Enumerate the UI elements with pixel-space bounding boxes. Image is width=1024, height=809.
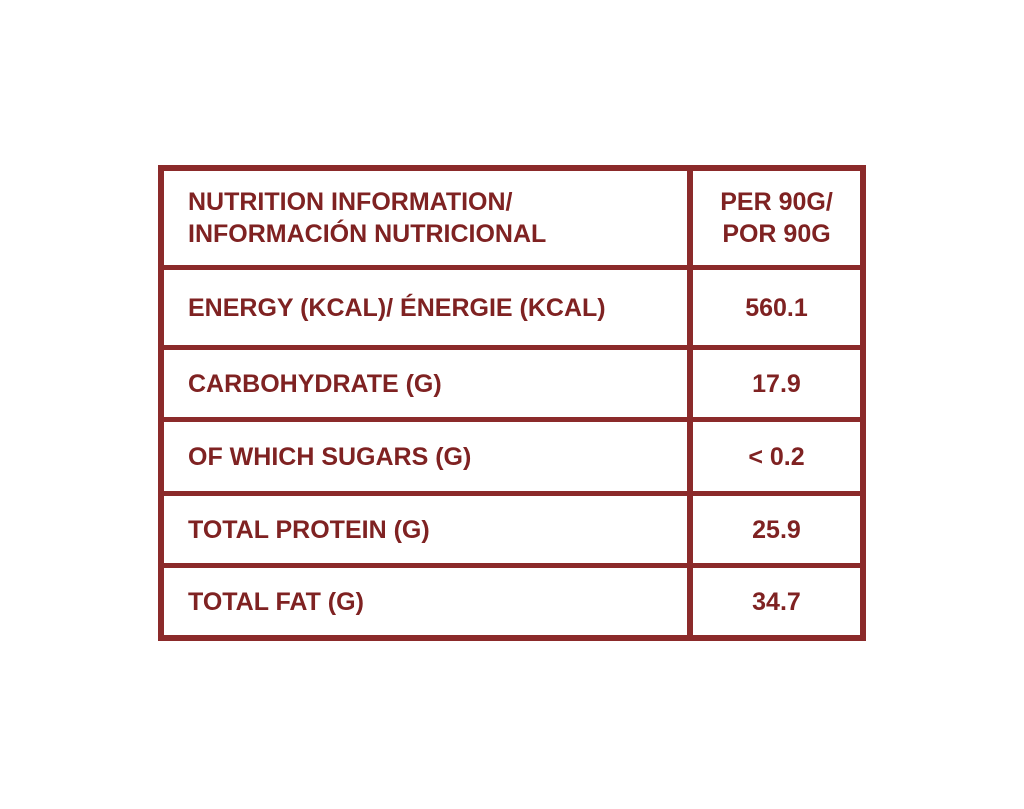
column-divider [687,165,693,641]
nutrient-label: OF WHICH SUGARS (G) [188,442,472,471]
table-frame [158,165,866,641]
row-divider [158,345,866,350]
row-divider [158,563,866,568]
nutrient-value: < 0.2 [748,442,805,471]
header-line: POR 90G [722,220,831,248]
nutrient-value: 560.1 [745,293,808,322]
nutrient-value: 17.9 [752,369,801,398]
nutrient-label: TOTAL PROTEIN (G) [188,515,430,544]
row-divider [158,265,866,270]
header-line: INFORMACIÓN NUTRICIONAL [188,220,547,248]
header-line: NUTRITION INFORMATION/ [188,188,513,216]
nutrient-label: CARBOHYDRATE (G) [188,369,442,398]
header-serving: PER 90G/ POR 90G [693,171,860,265]
nutrient-label: TOTAL FAT (G) [188,587,364,616]
nutrient-label: ENERGY (KCAL)/ ÉNERGIE (KCAL) [188,293,606,322]
nutrient-value: 34.7 [752,587,801,616]
row-divider [158,491,866,496]
header-line: PER 90G/ [720,188,833,216]
nutrient-value: 25.9 [752,515,801,544]
header-title: NUTRITION INFORMATION/ INFORMACIÓN NUTRI… [188,171,683,265]
row-divider [158,417,866,422]
